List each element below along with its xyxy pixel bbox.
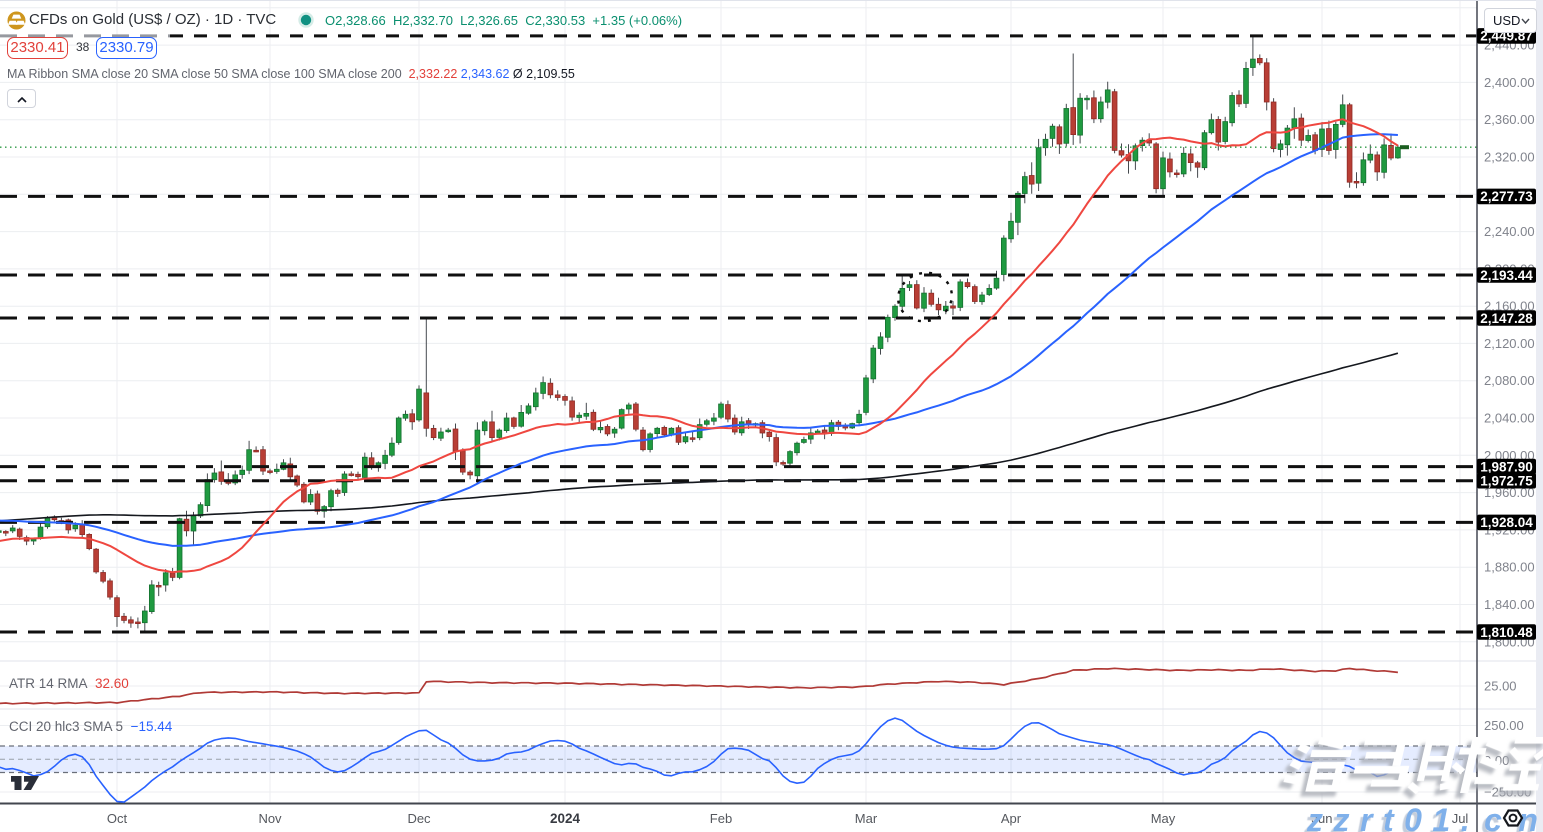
svg-text:1,840.00: 1,840.00 (1484, 597, 1535, 612)
svg-text:2,040.00: 2,040.00 (1484, 411, 1535, 426)
svg-text:25.00: 25.00 (1484, 679, 1517, 694)
svg-text:2,360.00: 2,360.00 (1484, 112, 1535, 127)
svg-text:2,080.00: 2,080.00 (1484, 373, 1535, 388)
svg-text:250.00: 250.00 (1484, 718, 1524, 733)
svg-text:1,928.04: 1,928.04 (1480, 515, 1533, 530)
svg-text:Jul: Jul (1452, 811, 1469, 826)
svg-text:2,120.00: 2,120.00 (1484, 336, 1535, 351)
svg-text:1,972.75: 1,972.75 (1480, 474, 1533, 489)
svg-text:2,240.00: 2,240.00 (1484, 224, 1535, 239)
svg-text:1,810.48: 1,810.48 (1480, 625, 1533, 640)
svg-text:1,960.00: 1,960.00 (1484, 485, 1535, 500)
svg-text:2,400.00: 2,400.00 (1484, 75, 1535, 90)
svg-text:Apr: Apr (1001, 811, 1022, 826)
svg-text:Jun: Jun (1312, 811, 1333, 826)
svg-text:Oct: Oct (107, 811, 128, 826)
svg-text:1,987.90: 1,987.90 (1480, 459, 1533, 474)
svg-text:2,277.73: 2,277.73 (1480, 189, 1533, 204)
svg-text:2,193.44: 2,193.44 (1480, 268, 1533, 283)
svg-text:Nov: Nov (258, 811, 282, 826)
svg-text:Mar: Mar (855, 811, 878, 826)
svg-text:2,147.28: 2,147.28 (1480, 311, 1533, 326)
svg-text:2,320.00: 2,320.00 (1484, 150, 1535, 165)
svg-text:2,160.00: 2,160.00 (1484, 299, 1535, 314)
svg-text:2024: 2024 (550, 811, 581, 826)
svg-text:1,880.00: 1,880.00 (1484, 560, 1535, 575)
svg-text:May: May (1151, 811, 1176, 826)
svg-text:Feb: Feb (710, 811, 732, 826)
svg-text:Dec: Dec (407, 811, 431, 826)
